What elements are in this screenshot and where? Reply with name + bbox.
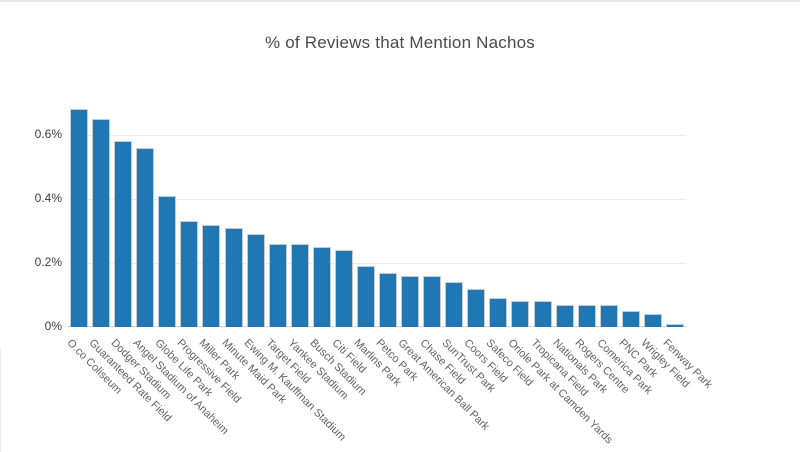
bar[interactable] [577,304,596,327]
bar[interactable] [555,304,574,327]
bar[interactable] [158,195,177,327]
bar[interactable] [180,221,199,327]
bar[interactable] [202,224,221,327]
bar[interactable] [489,298,508,327]
bar[interactable] [70,109,89,327]
bar[interactable] [356,266,375,327]
bar[interactable] [621,311,640,327]
plot-area [68,95,686,327]
y-tick-label: 0% [44,319,62,333]
bar[interactable] [511,301,530,327]
x-axis-line [68,326,686,327]
chart-title: % of Reviews that Mention Nachos [264,33,536,52]
bar[interactable] [401,275,420,327]
top-border [0,0,800,2]
bar[interactable] [92,119,111,327]
bar[interactable] [114,141,133,327]
bar[interactable] [599,304,618,327]
bar[interactable] [379,272,398,327]
left-edge-line [0,348,1,452]
bar[interactable] [445,282,464,327]
bar[interactable] [224,227,243,327]
y-tick-label: 0.2% [34,255,62,269]
bar[interactable] [533,301,552,327]
bar[interactable] [136,147,155,327]
bar[interactable] [423,275,442,327]
bar[interactable] [334,250,353,327]
gridline [68,135,686,136]
bar[interactable] [268,243,287,327]
bar[interactable] [246,234,265,327]
y-tick-label: 0.4% [34,191,62,205]
y-tick-label: 0.6% [34,127,62,141]
bar[interactable] [643,314,662,327]
gridline [68,263,686,264]
bar[interactable] [290,243,309,327]
bar[interactable] [467,288,486,327]
bar[interactable] [665,323,684,327]
gridline [68,199,686,200]
bar[interactable] [312,247,331,327]
